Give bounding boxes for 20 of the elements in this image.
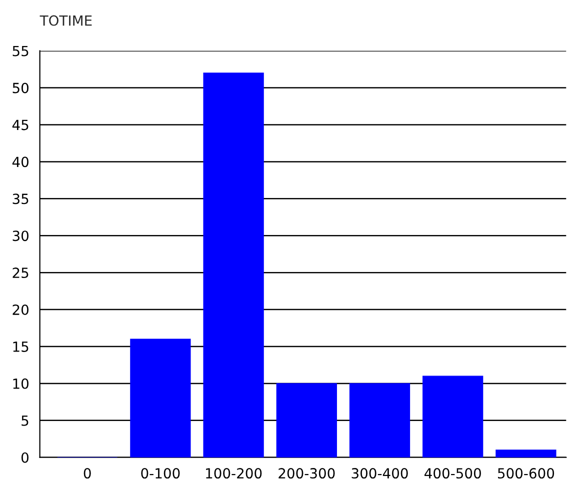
y-tick-label: 10: [13, 378, 28, 389]
chart-title: TOTIME: [40, 15, 92, 26]
y-tick-label: 45: [12, 120, 28, 130]
y-tick-label: 55: [12, 46, 28, 56]
y-tick-label: 35: [12, 194, 28, 204]
y-tick-label: 5: [22, 416, 28, 426]
x-tick-label: 400-500: [424, 468, 481, 479]
y-tick-label: 25: [12, 268, 28, 278]
y-tick-label: 15: [13, 342, 28, 352]
y-tick-label: 0: [21, 452, 28, 463]
y-tick-label: 40: [12, 156, 28, 168]
x-tick-label: 0-100: [141, 468, 180, 479]
x-tick-label: 100-200: [206, 468, 262, 479]
y-tick-label: 20: [12, 304, 28, 316]
x-tick-label: 0: [84, 468, 91, 479]
y-tick-label: 50: [12, 82, 28, 94]
x-tick-label: 500-600: [498, 468, 554, 479]
x-tick-label: 200-300: [278, 468, 335, 479]
x-tick-label: 300-400: [352, 468, 408, 479]
y-tick-label: 30: [12, 230, 28, 242]
